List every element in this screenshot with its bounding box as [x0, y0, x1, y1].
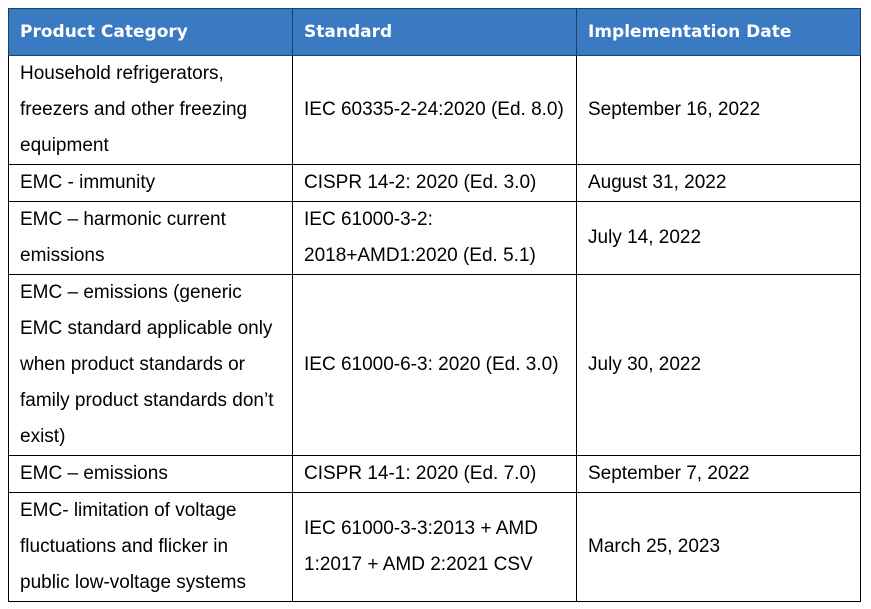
standard-cell: IEC 60335-2-24:2020 (Ed. 8.0): [292, 55, 577, 165]
header-product-category: Product Category: [8, 8, 293, 56]
implementation-date-cell: July 14, 2022: [576, 201, 861, 275]
product-category-cell: EMC - immunity: [8, 164, 293, 202]
product-category-cell: EMC – emissions (generic EMC standard ap…: [8, 274, 293, 456]
implementation-date-cell: September 16, 2022: [576, 55, 861, 165]
product-category-cell: EMC- limitation of voltage fluctuations …: [8, 492, 293, 602]
standard-cell: IEC 61000-3-3:2013 + AMD 1:2017 + AMD 2:…: [292, 492, 577, 602]
product-category-cell: Household refrigerators, freezers and ot…: [8, 55, 293, 165]
header-row: Product Category Standard Implementation…: [8, 8, 861, 56]
table-header: Product Category Standard Implementation…: [8, 8, 861, 56]
table-row: EMC – emissions CISPR 14-1: 2020 (Ed. 7.…: [8, 455, 861, 493]
table-row: EMC – emissions (generic EMC standard ap…: [8, 274, 861, 456]
implementation-date-cell: March 25, 2023: [576, 492, 861, 602]
table-body: Household refrigerators, freezers and ot…: [8, 55, 861, 602]
standard-cell: IEC 61000-3-2: 2018+AMD1:2020 (Ed. 5.1): [292, 201, 577, 275]
header-standard: Standard: [292, 8, 577, 56]
table-row: Household refrigerators, freezers and ot…: [8, 55, 861, 165]
header-implementation-date: Implementation Date: [576, 8, 861, 56]
implementation-date-cell: September 7, 2022: [576, 455, 861, 493]
standard-cell: IEC 61000-6-3: 2020 (Ed. 3.0): [292, 274, 577, 456]
standard-cell: CISPR 14-1: 2020 (Ed. 7.0): [292, 455, 577, 493]
standard-cell: CISPR 14-2: 2020 (Ed. 3.0): [292, 164, 577, 202]
product-category-cell: EMC – emissions: [8, 455, 293, 493]
table-row: EMC - immunity CISPR 14-2: 2020 (Ed. 3.0…: [8, 164, 861, 202]
implementation-date-cell: July 30, 2022: [576, 274, 861, 456]
table-row: EMC- limitation of voltage fluctuations …: [8, 492, 861, 602]
standards-table: Product Category Standard Implementation…: [8, 8, 861, 602]
implementation-date-cell: August 31, 2022: [576, 164, 861, 202]
table-row: EMC – harmonic current emissions IEC 610…: [8, 201, 861, 275]
product-category-cell: EMC – harmonic current emissions: [8, 201, 293, 275]
